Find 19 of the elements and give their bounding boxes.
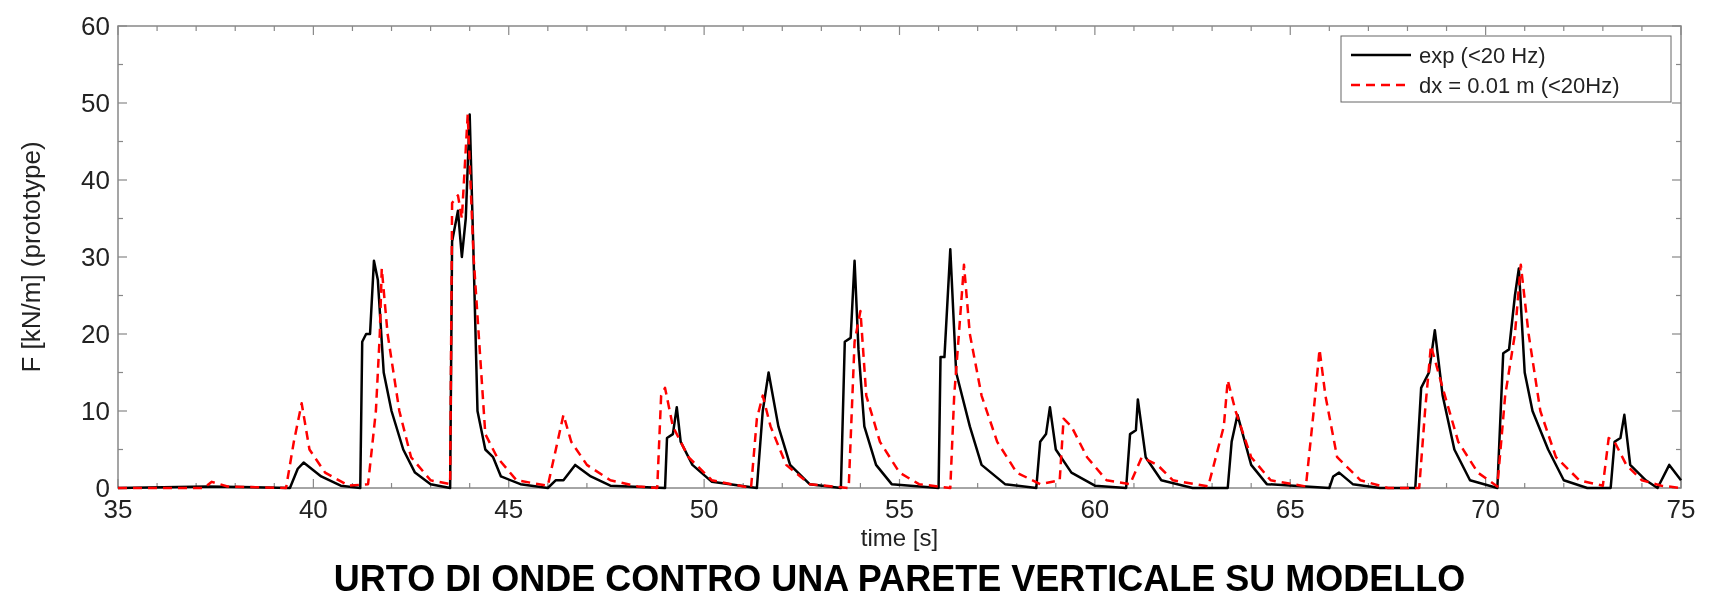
legend-label: exp (<20 Hz) [1419,42,1546,68]
x-tick-label: 60 [1080,494,1110,524]
y-tick-label: 20 [81,319,110,350]
x-tick-label: 65 [1275,494,1305,524]
x-tick-label: 45 [494,494,524,524]
y-tick-label: 10 [81,396,110,427]
x-tick-label: 55 [885,494,914,524]
y-tick-label: 50 [81,88,110,119]
x-tick-label: 50 [689,494,719,524]
y-tick-label: 30 [81,242,110,273]
text: URTO DI ONDE CONTRO UNA PARETE VERTICALE SU MODELLO [333,558,1466,599]
y-tick-label: 40 [81,165,110,196]
x-tick-label: 75 [1666,494,1696,524]
x-tick-label: 70 [1471,494,1501,524]
x-axis-title: time [s] [860,524,939,551]
y-axis-title: F [kN/m] (prototype) [16,141,46,373]
y-tick-label: 60 [81,11,110,42]
legend-label: dx = 0.01 m (<20Hz) [1419,72,1620,98]
x-tick-label: 40 [298,494,328,524]
